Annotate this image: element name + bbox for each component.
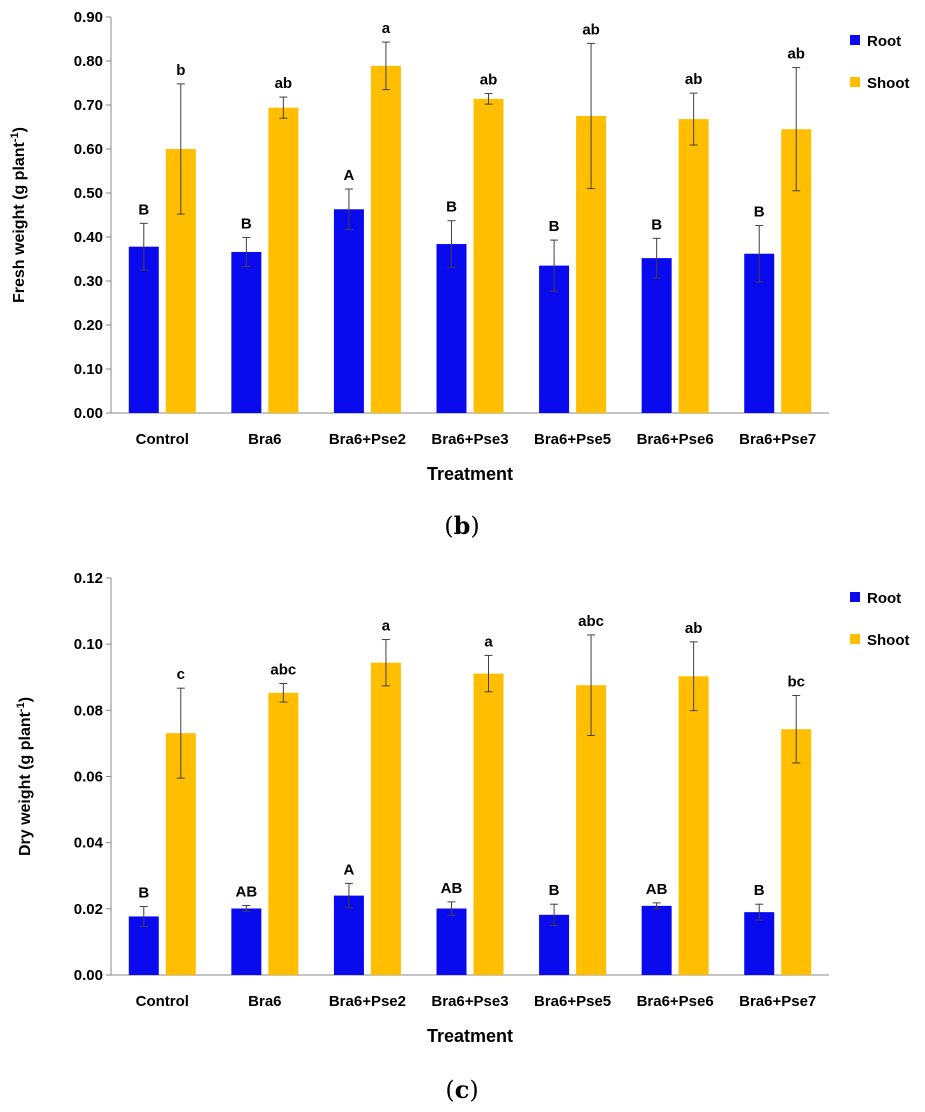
significance-letter: b xyxy=(176,62,185,79)
x-tick-label: Bra6 xyxy=(248,993,281,1010)
bar-shoot xyxy=(473,673,504,975)
significance-letter: a xyxy=(382,20,391,37)
legend-label-root: Root xyxy=(867,33,901,50)
x-tick-label: Bra6+Pse2 xyxy=(329,993,406,1010)
significance-letter: bc xyxy=(787,673,805,690)
bar-shoot xyxy=(473,98,504,413)
bar-root xyxy=(436,908,467,975)
y-tick-label: 0.70 xyxy=(74,97,103,114)
y-tick-label: 0.00 xyxy=(74,967,103,984)
significance-letter: abc xyxy=(578,613,604,630)
bar-root xyxy=(231,908,262,975)
significance-letter: B xyxy=(549,882,560,899)
y-tick-label: 0.06 xyxy=(74,769,103,786)
y-tick-label: 0.20 xyxy=(74,317,103,334)
significance-letter: a xyxy=(484,633,493,650)
legend-swatch-root xyxy=(850,592,860,602)
y-tick-label: 0.80 xyxy=(74,53,103,70)
x-tick-label: Bra6+Pse5 xyxy=(534,993,611,1010)
x-tick-label: Bra6+Pse6 xyxy=(637,993,714,1010)
significance-letter: AB xyxy=(441,880,463,897)
y-tick-label: 0.60 xyxy=(74,141,103,158)
x-tick-label: Bra6+Pse6 xyxy=(637,431,714,448)
bar-shoot xyxy=(370,662,401,975)
bar-root xyxy=(436,244,467,413)
y-axis-title: Fresh weight (g plant-1) xyxy=(9,127,28,303)
significance-letter: ab xyxy=(787,46,805,63)
significance-letter: B xyxy=(754,204,765,221)
y-tick-label: 0.10 xyxy=(74,361,103,378)
significance-letter: B xyxy=(138,885,149,902)
significance-letter: abc xyxy=(270,662,296,679)
significance-letter: A xyxy=(344,167,355,184)
significance-letter: B xyxy=(138,201,149,218)
legend-swatch-shoot xyxy=(850,634,860,644)
legend-swatch-root xyxy=(850,35,860,45)
significance-letter: B xyxy=(651,216,662,233)
y-tick-label: 0.08 xyxy=(74,702,103,719)
x-tick-label: Control xyxy=(136,993,189,1010)
significance-letter: ab xyxy=(480,72,498,89)
bar-root xyxy=(641,905,672,975)
significance-letter: ab xyxy=(582,21,600,38)
bar-root xyxy=(744,912,775,975)
bar-shoot xyxy=(268,107,299,413)
y-tick-label: 0.00 xyxy=(74,405,103,422)
bar-shoot xyxy=(781,729,812,975)
bar-root xyxy=(333,895,364,975)
significance-letter: A xyxy=(344,861,355,878)
y-tick-label: 0.90 xyxy=(74,9,103,26)
x-tick-label: Bra6+Pse7 xyxy=(739,431,816,448)
bar-shoot xyxy=(678,119,709,413)
x-axis-title: Treatment xyxy=(427,464,513,484)
x-tick-label: Control xyxy=(136,431,189,448)
bar-shoot xyxy=(268,692,299,975)
significance-letter: B xyxy=(549,218,560,235)
x-tick-label: Bra6+Pse3 xyxy=(431,993,508,1010)
x-tick-label: Bra6+Pse5 xyxy=(534,431,611,448)
y-tick-label: 0.10 xyxy=(74,636,103,653)
y-tick-label: 0.12 xyxy=(74,570,103,587)
panel-label-c: (c) xyxy=(445,1075,478,1104)
bar-shoot xyxy=(370,65,401,413)
y-axis-title: Dry weight (g plant-1) xyxy=(15,697,34,856)
significance-letter: B xyxy=(446,199,457,216)
significance-letter: ab xyxy=(275,75,293,92)
bar-root xyxy=(333,209,364,413)
x-tick-label: Bra6 xyxy=(248,431,281,448)
y-tick-label: 0.30 xyxy=(74,273,103,290)
bar-root xyxy=(128,246,159,413)
legend-swatch-shoot xyxy=(850,77,860,87)
legend-label-shoot: Shoot xyxy=(867,75,910,92)
significance-letter: AB xyxy=(646,881,668,898)
y-tick-label: 0.04 xyxy=(74,835,104,852)
legend-label-shoot: Shoot xyxy=(867,632,910,649)
significance-letter: c xyxy=(177,666,185,683)
x-tick-label: Bra6+Pse3 xyxy=(431,431,508,448)
significance-letter: AB xyxy=(236,884,258,901)
x-tick-label: Bra6+Pse7 xyxy=(739,993,816,1010)
legend-label-root: Root xyxy=(867,590,901,607)
y-tick-label: 0.02 xyxy=(74,901,103,918)
x-axis-title: Treatment xyxy=(427,1026,513,1046)
panel-label-b: (b) xyxy=(444,511,480,540)
bar-root xyxy=(641,258,672,413)
dry-weight-chart: 0.000.020.040.060.080.100.12BcControlABa… xyxy=(15,570,910,1046)
significance-letter: ab xyxy=(685,71,703,88)
bar-shoot xyxy=(678,676,709,975)
significance-letter: B xyxy=(241,215,252,232)
significance-letter: a xyxy=(382,618,391,635)
x-tick-label: Bra6+Pse2 xyxy=(329,431,406,448)
significance-letter: ab xyxy=(685,620,703,637)
fresh-weight-chart: 0.00 0.10 0.20 0.30 0.40 0.50 0.60 0.70 0.80 0.90… xyxy=(9,9,910,484)
y-tick-label: 0.50 xyxy=(74,185,103,202)
bar-root xyxy=(231,251,262,413)
significance-letter: B xyxy=(754,882,765,899)
y-tick-label: 0.40 xyxy=(74,229,103,246)
